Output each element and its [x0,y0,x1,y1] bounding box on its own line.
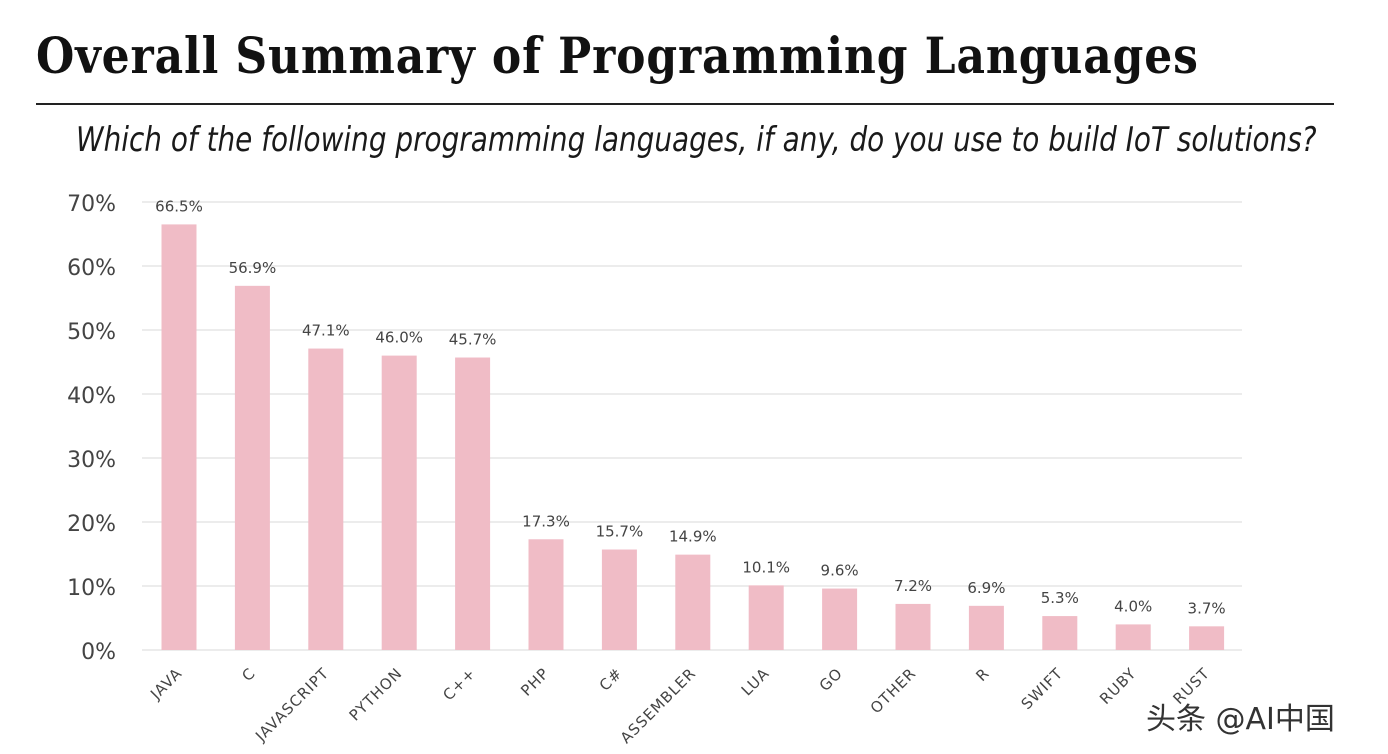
title-divider [36,103,1334,105]
bar-value-label: 66.5% [155,197,203,215]
bar [675,554,711,650]
y-tick-label: 60% [67,256,116,281]
y-tick-label: 50% [67,320,116,345]
category-label: PYTHON [346,664,406,724]
y-tick-label: 20% [67,512,116,537]
bar [1115,624,1151,650]
bar [601,549,637,650]
bar [161,224,197,650]
bar-value-label: 9.6% [821,562,859,580]
bar [968,605,1004,650]
chart-title: Overall Summary of Programming Languages [36,26,1199,85]
category-label: SWIFT [1018,664,1067,713]
category-label: LUA [738,664,773,699]
bar [748,585,784,650]
chart-subtitle: Which of the following programming langu… [76,120,1317,160]
bar-value-label: 14.9% [669,528,717,546]
category-label: PHP [517,664,553,700]
watermark: 头条 @AI中国 [1146,702,1335,737]
bar [822,588,858,650]
category-label: RUBY [1096,664,1140,708]
bar [895,603,931,650]
category-label: C# [596,664,626,694]
y-tick-label: 0% [81,640,116,665]
category-label: R [972,664,993,685]
bar [234,285,270,650]
bar-value-label: 47.1% [302,322,350,340]
bar-value-label: 4.0% [1114,597,1152,615]
bar-value-label: 6.9% [967,579,1005,597]
y-tick-label: 40% [67,384,116,409]
y-tick-label: 10% [67,576,116,601]
bar-value-label: 3.7% [1188,599,1226,617]
bar-value-label: 10.1% [742,558,790,576]
bar [381,355,417,650]
y-tick-label: 70% [67,192,116,217]
bar-value-label: 56.9% [229,259,277,277]
bar-value-label: 45.7% [449,331,497,349]
bar [528,539,564,650]
bar-value-label: 17.3% [522,512,570,530]
bar-value-label: 15.7% [596,523,644,541]
category-label: GO [816,664,847,695]
y-tick-label: 30% [67,448,116,473]
bar-value-label: 5.3% [1041,589,1079,607]
category-label: JAVASCRIPT [251,664,332,745]
bar [308,348,344,650]
bar-value-label: 46.0% [375,329,423,347]
bar-value-label: 7.2% [894,577,932,595]
bar [1189,626,1225,650]
category-label: C [238,664,259,685]
bar [455,357,491,650]
bar [1042,616,1078,650]
category-label: OTHER [867,664,920,717]
category-label: C++ [439,664,479,704]
category-label: ASSEMBLER [617,664,700,747]
category-label: JAVA [146,664,186,704]
